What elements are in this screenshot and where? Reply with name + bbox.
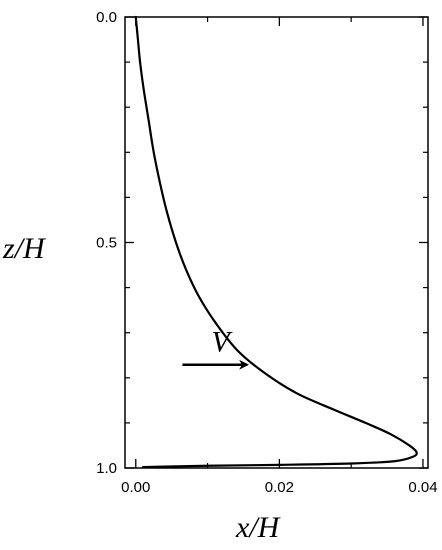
annotation-label: V xyxy=(211,325,233,358)
y-tick-label: 0.0 xyxy=(96,9,117,26)
x-tick-label: 0.00 xyxy=(121,479,150,496)
x-tick-label: 0.04 xyxy=(408,479,437,496)
x-axis-label: x/H xyxy=(235,511,282,544)
y-tick-label: 1.0 xyxy=(96,460,117,477)
y-axis-label: z/H xyxy=(2,232,47,265)
x-axis-ticks: 0.00 0.02 0.04 xyxy=(121,17,438,496)
x-tick-label: 0.02 xyxy=(265,479,294,496)
y-axis-ticks: 0.0 0.5 1.0 xyxy=(96,9,428,477)
y-tick-label: 0.5 xyxy=(96,235,117,252)
plot-frame xyxy=(124,16,429,469)
series-group xyxy=(134,15,418,469)
series-line xyxy=(134,15,418,469)
annotation-group: V xyxy=(182,325,250,370)
